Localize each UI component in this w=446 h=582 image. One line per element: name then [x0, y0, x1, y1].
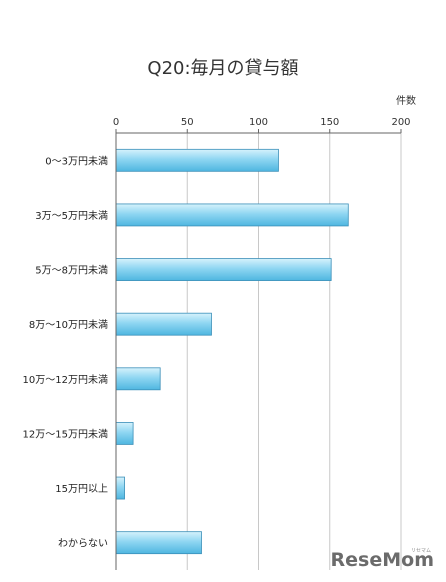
- tick-label: 150: [320, 117, 339, 128]
- tick-label: 50: [181, 117, 194, 128]
- category-label: 3万～5万円未満: [35, 210, 108, 222]
- bar: [115, 422, 134, 445]
- category-label: 5万～8万円未満: [35, 265, 108, 277]
- tick-label: 200: [391, 117, 410, 128]
- bar: [115, 476, 125, 500]
- bar: [115, 531, 202, 555]
- bar: [115, 203, 349, 227]
- logo-text: ReseMom: [331, 549, 434, 571]
- bar: [115, 258, 332, 281]
- resemom-logo: ReseMom リセマム: [331, 548, 434, 571]
- tick-label: 0: [113, 117, 119, 128]
- category-label: 0～3万円未満: [45, 155, 108, 167]
- bar: [115, 312, 212, 336]
- tick-label: 100: [249, 117, 268, 128]
- bar: [115, 367, 161, 391]
- category-label: 15万円以上: [55, 483, 108, 495]
- logo-subtext: リセマム: [411, 548, 431, 554]
- axis-unit-label: 件数: [396, 94, 416, 107]
- category-label: 8万～10万円未満: [29, 319, 108, 331]
- bar: [115, 148, 279, 172]
- chart-title: Q20:毎月の貸与額: [147, 58, 298, 79]
- category-label: わからない: [58, 538, 108, 550]
- category-label: 10万～12万円未満: [23, 374, 108, 386]
- category-label: 12万～15万円未満: [23, 428, 108, 440]
